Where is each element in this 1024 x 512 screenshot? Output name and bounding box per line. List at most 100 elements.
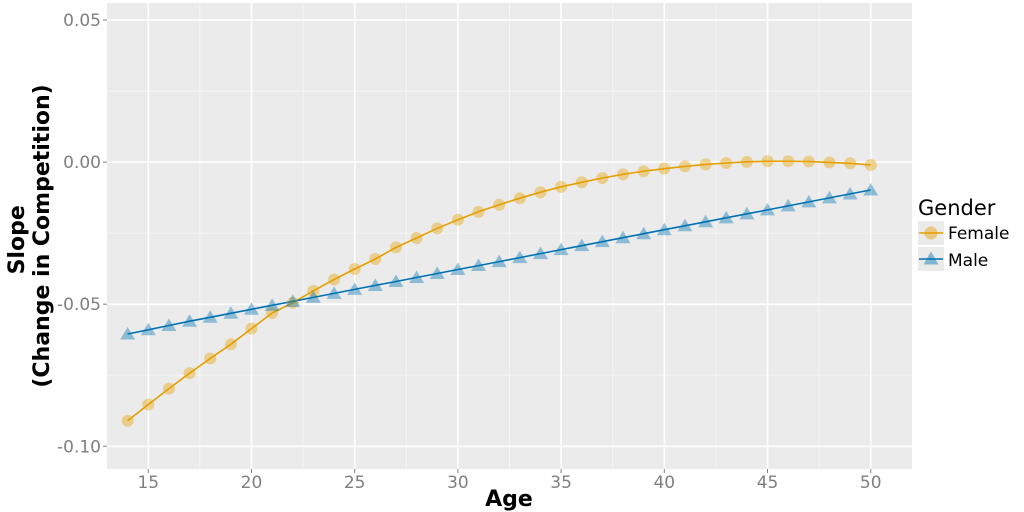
legend-label-female: Female <box>948 224 1009 244</box>
legend-item-male: Male <box>918 247 988 271</box>
female-point <box>389 241 402 254</box>
y-axis-title: Slope (Change in Competition) <box>5 84 55 387</box>
male-point <box>512 250 528 264</box>
male-point <box>698 214 714 228</box>
female-point <box>513 192 526 205</box>
female-points <box>121 155 877 427</box>
female-point <box>699 158 712 171</box>
female-point <box>575 176 588 189</box>
male-point <box>677 218 693 232</box>
female-point <box>782 155 795 168</box>
legend: Gender Female Male <box>918 196 1009 271</box>
y-tick-label: 0.00 <box>63 153 101 173</box>
y-axis-title-line1: Slope <box>5 205 30 274</box>
male-point <box>161 318 177 332</box>
female-point <box>183 367 196 380</box>
minor-gridlines <box>107 3 912 469</box>
female-point <box>121 414 134 427</box>
male-point <box>285 294 301 307</box>
y-tick-label: -0.05 <box>57 295 101 315</box>
female-point <box>410 231 423 244</box>
male-point <box>202 310 218 323</box>
female-point <box>637 165 650 178</box>
y-tick-label: -0.10 <box>57 437 101 457</box>
male-point <box>471 258 487 272</box>
male-point <box>842 186 858 200</box>
female-point <box>224 338 237 351</box>
legend-item-female: Female <box>918 221 1009 245</box>
female-point <box>307 284 320 297</box>
female-point <box>472 205 485 218</box>
female-point <box>555 180 568 193</box>
female-point <box>245 322 258 335</box>
male-point <box>367 278 383 291</box>
female-point <box>740 155 753 168</box>
male-point <box>347 282 363 295</box>
x-tick-label: 20 <box>241 473 263 493</box>
male-line <box>127 189 871 335</box>
female-point <box>142 398 155 411</box>
male-point <box>801 194 817 208</box>
x-tick-label: 45 <box>757 473 779 493</box>
female-point <box>658 162 671 175</box>
legend-label-male: Male <box>948 251 988 271</box>
female-point <box>286 296 299 309</box>
tick-layer: 15 20 25 30 35 40 45 50 0.05 0.00 -0.05 -0.10 <box>57 11 882 493</box>
male-point <box>760 202 776 216</box>
female-point <box>493 198 506 211</box>
female-point <box>617 168 630 181</box>
male-point <box>326 286 342 299</box>
male-point <box>120 327 136 340</box>
male-point <box>429 266 445 280</box>
female-point <box>162 382 175 395</box>
male-point <box>182 314 198 327</box>
male-point <box>553 242 569 256</box>
male-point <box>243 302 259 315</box>
female-point <box>844 157 857 170</box>
male-point <box>636 226 652 240</box>
male-point <box>656 222 672 236</box>
male-point <box>574 238 590 252</box>
male-point <box>305 290 321 303</box>
female-point <box>534 186 547 199</box>
x-tick-label: 50 <box>860 473 882 493</box>
x-tick-label: 15 <box>137 473 159 493</box>
female-point <box>451 213 464 226</box>
female-point <box>348 262 361 275</box>
male-point <box>388 274 404 287</box>
female-point <box>761 155 774 168</box>
female-point <box>328 273 341 286</box>
x-tick-label: 40 <box>653 473 675 493</box>
male-point <box>594 234 610 248</box>
male-point <box>491 254 507 268</box>
male-point <box>718 210 734 224</box>
female-point <box>720 156 733 169</box>
male-point <box>615 230 631 244</box>
male-point <box>264 298 280 311</box>
legend-marker-male <box>923 251 939 265</box>
x-tick-label: 35 <box>550 473 572 493</box>
legend-title: Gender <box>918 196 996 220</box>
male-points <box>120 182 879 340</box>
male-point <box>821 190 837 204</box>
female-line <box>127 160 871 422</box>
male-point <box>450 262 466 276</box>
y-axis-title-line2: (Change in Competition) <box>30 84 55 387</box>
female-point <box>204 352 217 365</box>
male-point <box>223 306 239 319</box>
x-tick-label: 30 <box>447 473 469 493</box>
major-gridlines <box>107 3 912 469</box>
female-point <box>266 307 279 320</box>
male-point <box>140 322 156 336</box>
male-point <box>780 198 796 212</box>
female-point <box>596 172 609 185</box>
female-point <box>823 156 836 169</box>
legend-marker-female <box>924 226 938 240</box>
male-point <box>739 206 755 220</box>
x-axis-title: Age <box>485 487 533 512</box>
x-tick-label: 25 <box>344 473 366 493</box>
female-point <box>369 253 382 266</box>
male-point <box>409 270 425 283</box>
series-layer <box>120 155 879 427</box>
